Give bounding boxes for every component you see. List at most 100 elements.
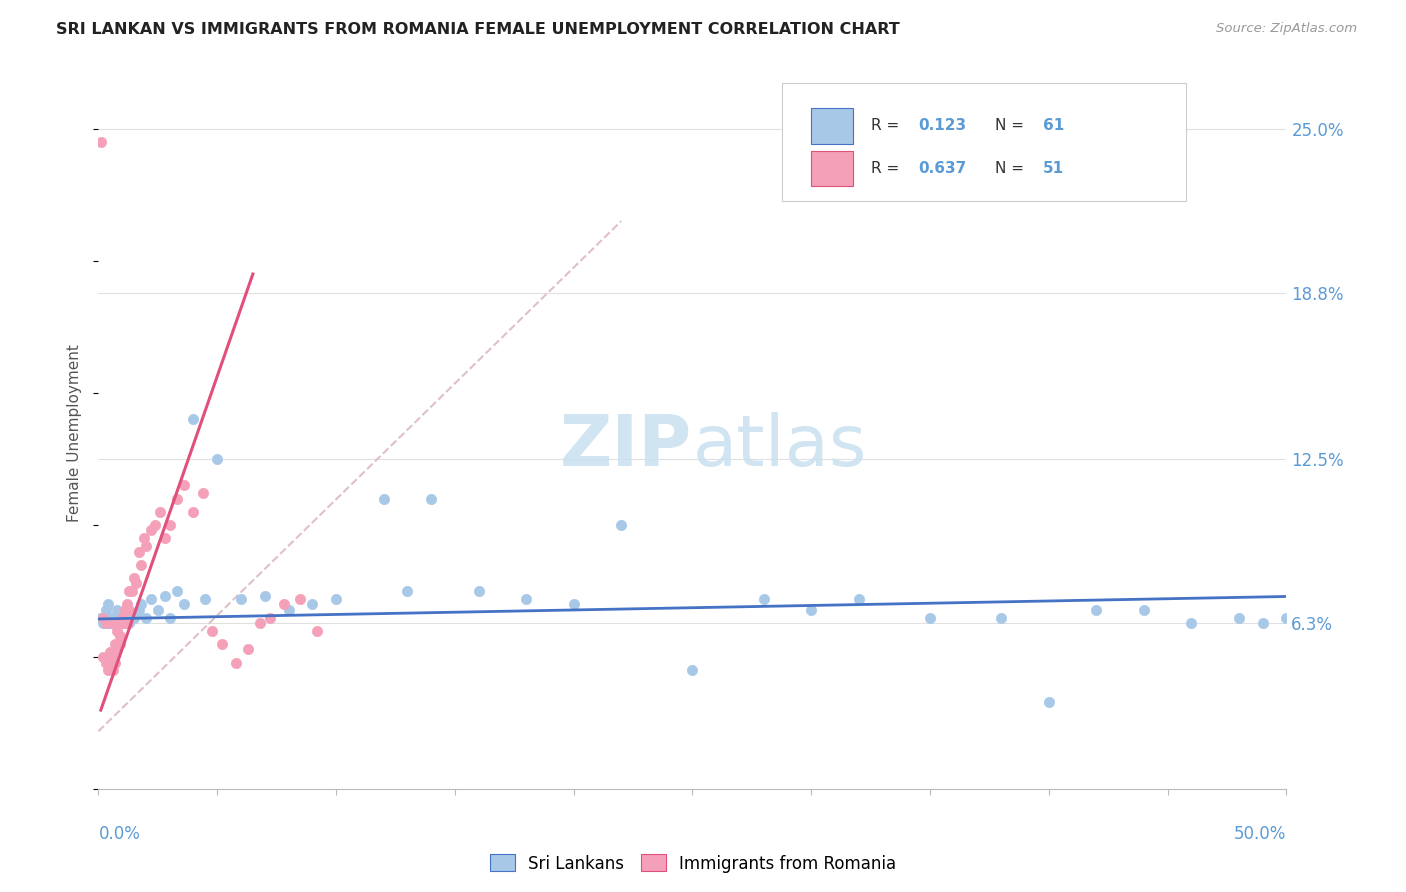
Point [114,603,136,617]
Point [325,592,347,607]
Point [90,610,112,624]
Point [1085,603,1108,617]
Text: 0.637: 0.637 [918,161,966,176]
Text: 0.123: 0.123 [918,119,966,133]
Text: 0.0%: 0.0% [98,825,141,843]
Text: 50.0%: 50.0% [1234,825,1286,843]
Point [118,603,141,617]
Point [104,610,127,624]
Point [94,615,117,630]
Point [467,584,489,599]
Point [98,610,121,624]
Point [259,610,281,624]
Point [108,637,131,651]
Point [114,615,136,630]
Point [94,603,117,617]
Point [111,610,134,624]
Point [125,576,148,591]
Point [115,610,138,624]
FancyBboxPatch shape [782,83,1185,201]
Point [139,524,162,538]
Point [610,518,633,533]
Point [122,571,145,585]
Point [135,539,157,553]
Point [1275,610,1298,624]
Point [253,590,276,604]
Point [183,505,205,519]
Point [97,615,120,630]
Point [173,598,195,612]
Point [97,664,120,678]
Point [129,598,152,612]
Point [225,656,247,670]
Point [191,486,214,500]
Point [305,624,328,638]
Point [211,637,233,651]
Point [515,592,537,607]
Point [1227,610,1250,624]
Point [94,615,117,630]
Point [1038,695,1060,709]
Point [91,610,114,624]
Point [373,491,395,506]
Point [149,505,172,519]
Point [159,610,181,624]
Point [166,491,188,506]
Point [121,610,143,624]
Point [104,615,127,630]
Point [1180,615,1202,630]
Point [101,664,124,678]
Point [101,610,124,624]
Point [107,624,129,638]
Point [207,452,229,467]
Point [139,592,162,607]
Text: R =: R = [870,161,904,176]
Point [98,656,121,670]
Point [128,603,150,617]
Point [273,598,295,612]
FancyBboxPatch shape [811,151,853,186]
Point [101,650,124,665]
Point [236,642,259,657]
Point [153,590,176,604]
Point [129,558,152,572]
Point [301,598,323,612]
Text: Source: ZipAtlas.com: Source: ZipAtlas.com [1216,22,1357,36]
Point [159,518,181,533]
Point [396,584,419,599]
Point [91,650,114,665]
Point [91,615,114,630]
Point [114,610,136,624]
Point [94,656,117,670]
Point [249,615,271,630]
Point [682,664,704,678]
Point [145,518,167,533]
Point [1251,615,1274,630]
Point [111,615,134,630]
Point [118,584,141,599]
Point [107,615,129,630]
Point [122,610,145,624]
Point [104,637,127,651]
Text: 61: 61 [1043,119,1064,133]
Point [115,598,138,612]
Point [98,645,121,659]
Point [990,610,1012,624]
Point [90,135,112,149]
Point [153,532,176,546]
Y-axis label: Female Unemployment: Female Unemployment [67,343,83,522]
Point [111,615,134,630]
Point [752,592,775,607]
Point [121,584,143,599]
Point [173,478,195,492]
Point [115,615,138,630]
Point [1133,603,1156,617]
Point [107,603,129,617]
FancyBboxPatch shape [811,108,853,144]
Text: atlas: atlas [693,412,868,482]
Point [277,603,299,617]
Point [118,615,141,630]
Point [229,592,252,607]
Point [194,592,217,607]
Point [183,412,205,426]
